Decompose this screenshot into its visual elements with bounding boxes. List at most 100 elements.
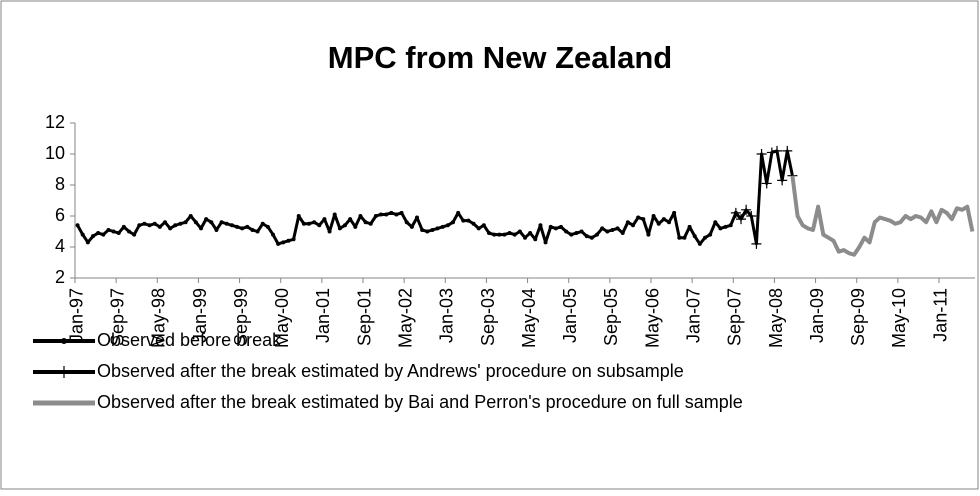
marker [348,217,353,222]
marker [255,229,260,234]
marker [379,212,383,217]
marker [692,234,697,239]
marker [656,221,661,226]
marker [756,149,767,159]
marker [772,145,782,156]
x-tick-label: Sep-99 [231,288,251,346]
marker [168,226,173,231]
x-tick-label: Jan-97 [66,288,86,343]
marker [461,218,466,223]
y-tick-label: 8 [55,174,65,194]
x-tick-label: May-10 [889,288,909,348]
marker [492,232,497,237]
marker [101,232,106,237]
marker [533,237,538,242]
x-tick-label: May-06 [642,288,662,348]
marker [595,232,599,237]
marker [271,232,275,237]
marker [235,224,239,229]
marker [322,217,327,222]
marker [440,224,445,229]
x-tick-label: May-08 [766,288,786,348]
marker [548,224,553,229]
x-tick-label: Sep-05 [601,288,621,346]
marker [718,226,723,231]
marker [121,224,126,229]
marker [399,210,404,215]
marker [75,223,80,228]
marker [142,221,147,226]
marker [291,237,296,242]
marker [420,227,425,232]
marker [579,229,584,234]
marker [708,232,713,237]
marker [646,232,651,237]
marker [301,221,306,226]
x-tick-label: Jan-01 [313,288,333,343]
marker [430,227,435,232]
marker [512,232,517,237]
x-tick-label: Jan-11 [930,288,950,342]
marker [425,229,430,234]
marker [286,238,291,243]
marker [782,145,793,156]
marker [368,221,373,226]
marker [584,234,589,239]
marker [394,212,399,217]
marker [481,223,486,228]
marker [132,232,137,237]
marker [456,210,461,215]
marker [600,226,605,231]
marker [245,224,250,229]
marker [409,224,414,229]
x-tick-label: Jan-07 [683,288,703,343]
marker [687,224,692,229]
marker [746,211,757,221]
marker [574,231,579,236]
marker [358,214,363,218]
series-line [734,149,794,246]
marker [682,235,687,240]
marker [204,217,209,222]
marker [517,229,522,234]
marker [265,224,270,229]
x-tick-label: Jan-09 [807,288,827,343]
marker [152,221,157,226]
y-tick-label: 6 [55,205,65,225]
marker [697,241,702,246]
marker [296,214,301,218]
marker [667,220,671,225]
marker [91,234,95,239]
marker [343,223,347,228]
marker [651,214,656,218]
marker [713,220,718,225]
x-tick-label: May-98 [149,288,169,348]
marker [173,223,178,228]
legend-label: Observed after the break estimated by An… [97,361,684,381]
marker [163,220,167,225]
marker [523,235,527,240]
legend-label: Observed after the break estimated by Ba… [97,392,743,412]
marker [363,220,368,225]
marker [127,229,131,234]
x-tick-label: Jan-05 [560,288,580,343]
marker [373,214,378,218]
x-tick-label: May-00 [272,288,292,348]
marker [389,210,394,215]
marker [332,212,337,217]
y-tick-label: 4 [55,236,65,256]
marker [240,226,245,231]
marker [538,223,543,228]
marker [435,226,440,231]
marker [569,232,574,237]
marker [178,221,183,226]
marker [214,227,219,232]
marker [471,221,476,226]
y-tick-label: 2 [55,267,65,287]
marker [476,226,481,231]
x-tick-label: Sep-07 [725,288,745,346]
marker [610,227,615,232]
marker [307,221,311,226]
